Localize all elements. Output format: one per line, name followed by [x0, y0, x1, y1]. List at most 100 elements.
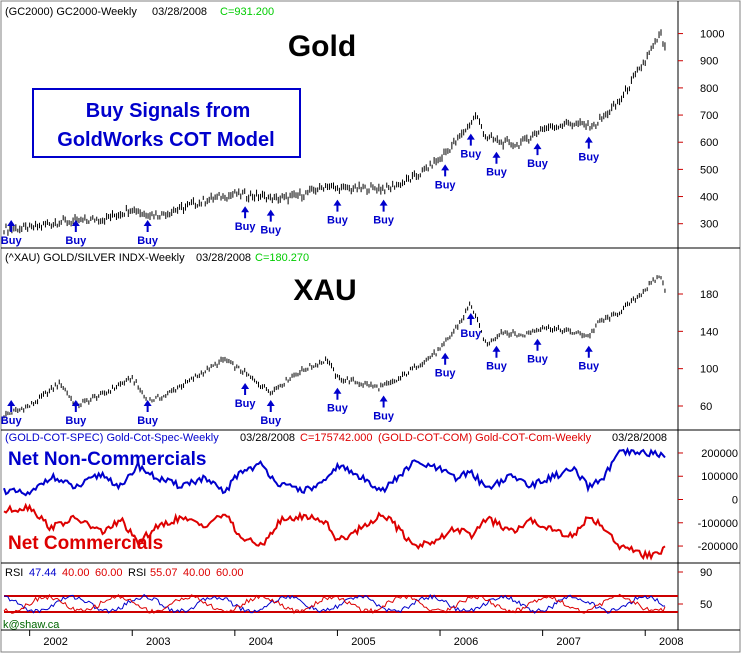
signal-box-line2: GoldWorks COT Model	[57, 129, 274, 151]
rsi-header-label1: RSI	[5, 567, 23, 579]
cot-y-tick-label: -100000	[698, 518, 738, 530]
rsi-header-label2: RSI	[128, 567, 146, 579]
signal-box-line1: Buy Signals from	[86, 100, 250, 122]
cot-header-spec-date: 03/28/2008	[240, 432, 295, 444]
buy-label: Buy	[373, 410, 395, 422]
buy-arrow	[266, 209, 275, 222]
x-axis-year-label: 2008	[659, 636, 683, 648]
gold-y-tick-label: 500	[700, 164, 718, 176]
buy-arrow	[492, 345, 501, 358]
signal-box	[32, 88, 301, 158]
buy-arrow	[533, 338, 542, 351]
watermark: k@shaw.ca	[3, 619, 60, 631]
buy-arrow	[492, 151, 501, 164]
buy-label: Buy	[486, 361, 508, 373]
buy-arrow	[143, 400, 152, 412]
buy-label: Buy	[460, 328, 482, 340]
buy-label: Buy	[137, 415, 159, 427]
gold-y-tick-label: 400	[700, 192, 718, 204]
buy-arrow	[333, 387, 342, 400]
rsi-y-tick-label: 50	[700, 599, 712, 611]
rsi-line-blue	[4, 593, 666, 614]
buy-label: Buy	[260, 225, 282, 237]
rsi-header-hi1: 60.00	[95, 567, 123, 579]
cot-com-line	[3, 502, 666, 561]
x-axis-year-label: 2006	[454, 636, 478, 648]
buy-label: Buy	[260, 415, 282, 427]
xau-y-tick-label: 140	[700, 326, 718, 338]
cot-y-tick-label: 200000	[701, 448, 738, 460]
buy-label: Buy	[527, 158, 549, 170]
buy-arrow	[7, 400, 16, 412]
buy-label: Buy	[1, 235, 23, 247]
gold-y-tick-label: 900	[700, 56, 718, 68]
rsi-y-tick-label: 90	[700, 567, 712, 579]
xau-header-symbol: (^XAU) GOLD/SILVER INDX-Weekly	[5, 252, 185, 264]
buy-arrow	[266, 400, 275, 412]
x-axis-year-label: 2004	[249, 636, 273, 648]
buy-arrow	[241, 383, 250, 396]
buy-label: Buy	[460, 149, 482, 161]
gold-header-date: 03/28/2008	[152, 6, 207, 18]
buy-label: Buy	[435, 368, 457, 380]
buy-arrow	[71, 220, 80, 232]
gold-header-symbol: (GC2000) GC2000-Weekly	[5, 6, 137, 18]
xau-header-close: C=180.270	[255, 252, 309, 264]
x-axis-year-label: 2002	[43, 636, 67, 648]
xau-header-date: 03/28/2008	[196, 252, 251, 264]
rsi-header-hi2: 60.00	[216, 567, 244, 579]
gold-y-tick-label: 700	[700, 110, 718, 122]
buy-label: Buy	[327, 215, 349, 227]
gold-y-tick-label: 1000	[700, 29, 724, 41]
buy-label: Buy	[578, 361, 600, 373]
buy-label: Buy	[373, 215, 395, 227]
buy-label: Buy	[1, 415, 23, 427]
gold-y-tick-label: 300	[700, 219, 718, 231]
cot-header-spec: (GOLD-COT-SPEC) Gold-Cot-Spec-Weekly	[5, 432, 219, 444]
buy-label: Buy	[578, 152, 600, 164]
xau-y-tick-label: 60	[700, 401, 712, 413]
buy-arrow	[441, 164, 450, 177]
buy-label: Buy	[137, 235, 159, 247]
cot-y-tick-label: -200000	[698, 541, 738, 553]
gold-title: Gold	[288, 30, 356, 63]
buy-label: Buy	[486, 167, 508, 179]
buy-label: Buy	[327, 403, 349, 415]
rsi-header-val1: 47.44	[29, 567, 57, 579]
buy-arrow	[379, 199, 388, 212]
cot-spec-line	[3, 446, 666, 497]
rsi-line-red	[3, 593, 666, 615]
cot-header-com-date: 03/28/2008	[612, 432, 667, 444]
buy-arrow	[584, 136, 593, 149]
buy-arrow	[441, 352, 450, 365]
x-axis-year-label: 2007	[556, 636, 580, 648]
buy-label: Buy	[235, 221, 257, 233]
buy-label: Buy	[65, 415, 87, 427]
cot-label-com: Net Commercials	[8, 533, 163, 554]
buy-arrow	[533, 143, 542, 156]
buy-arrow	[7, 220, 16, 232]
cot-label-spec: Net Non-Commercials	[8, 449, 207, 470]
buy-arrow	[333, 199, 342, 212]
buy-label: Buy	[435, 179, 457, 191]
gold-y-tick-label: 800	[700, 83, 718, 95]
cot-y-tick-label: 100000	[701, 471, 738, 483]
buy-label: Buy	[235, 398, 257, 410]
buy-arrow	[71, 400, 80, 412]
cot-y-tick-label: 0	[732, 495, 738, 507]
xau-y-tick-label: 180	[700, 289, 718, 301]
buy-label: Buy	[527, 354, 549, 366]
buy-arrow	[143, 220, 152, 232]
x-axis-year-label: 2003	[146, 636, 170, 648]
buy-arrow	[584, 345, 593, 358]
x-axis-year-label: 2005	[351, 636, 375, 648]
xau-y-tick-label: 100	[700, 364, 718, 376]
buy-arrow	[241, 206, 250, 219]
xau-title: XAU	[293, 274, 356, 307]
gold-y-tick-label: 600	[700, 137, 718, 149]
buy-arrow	[466, 313, 475, 326]
cot-header-spec-close: C=175742.000	[300, 432, 372, 444]
